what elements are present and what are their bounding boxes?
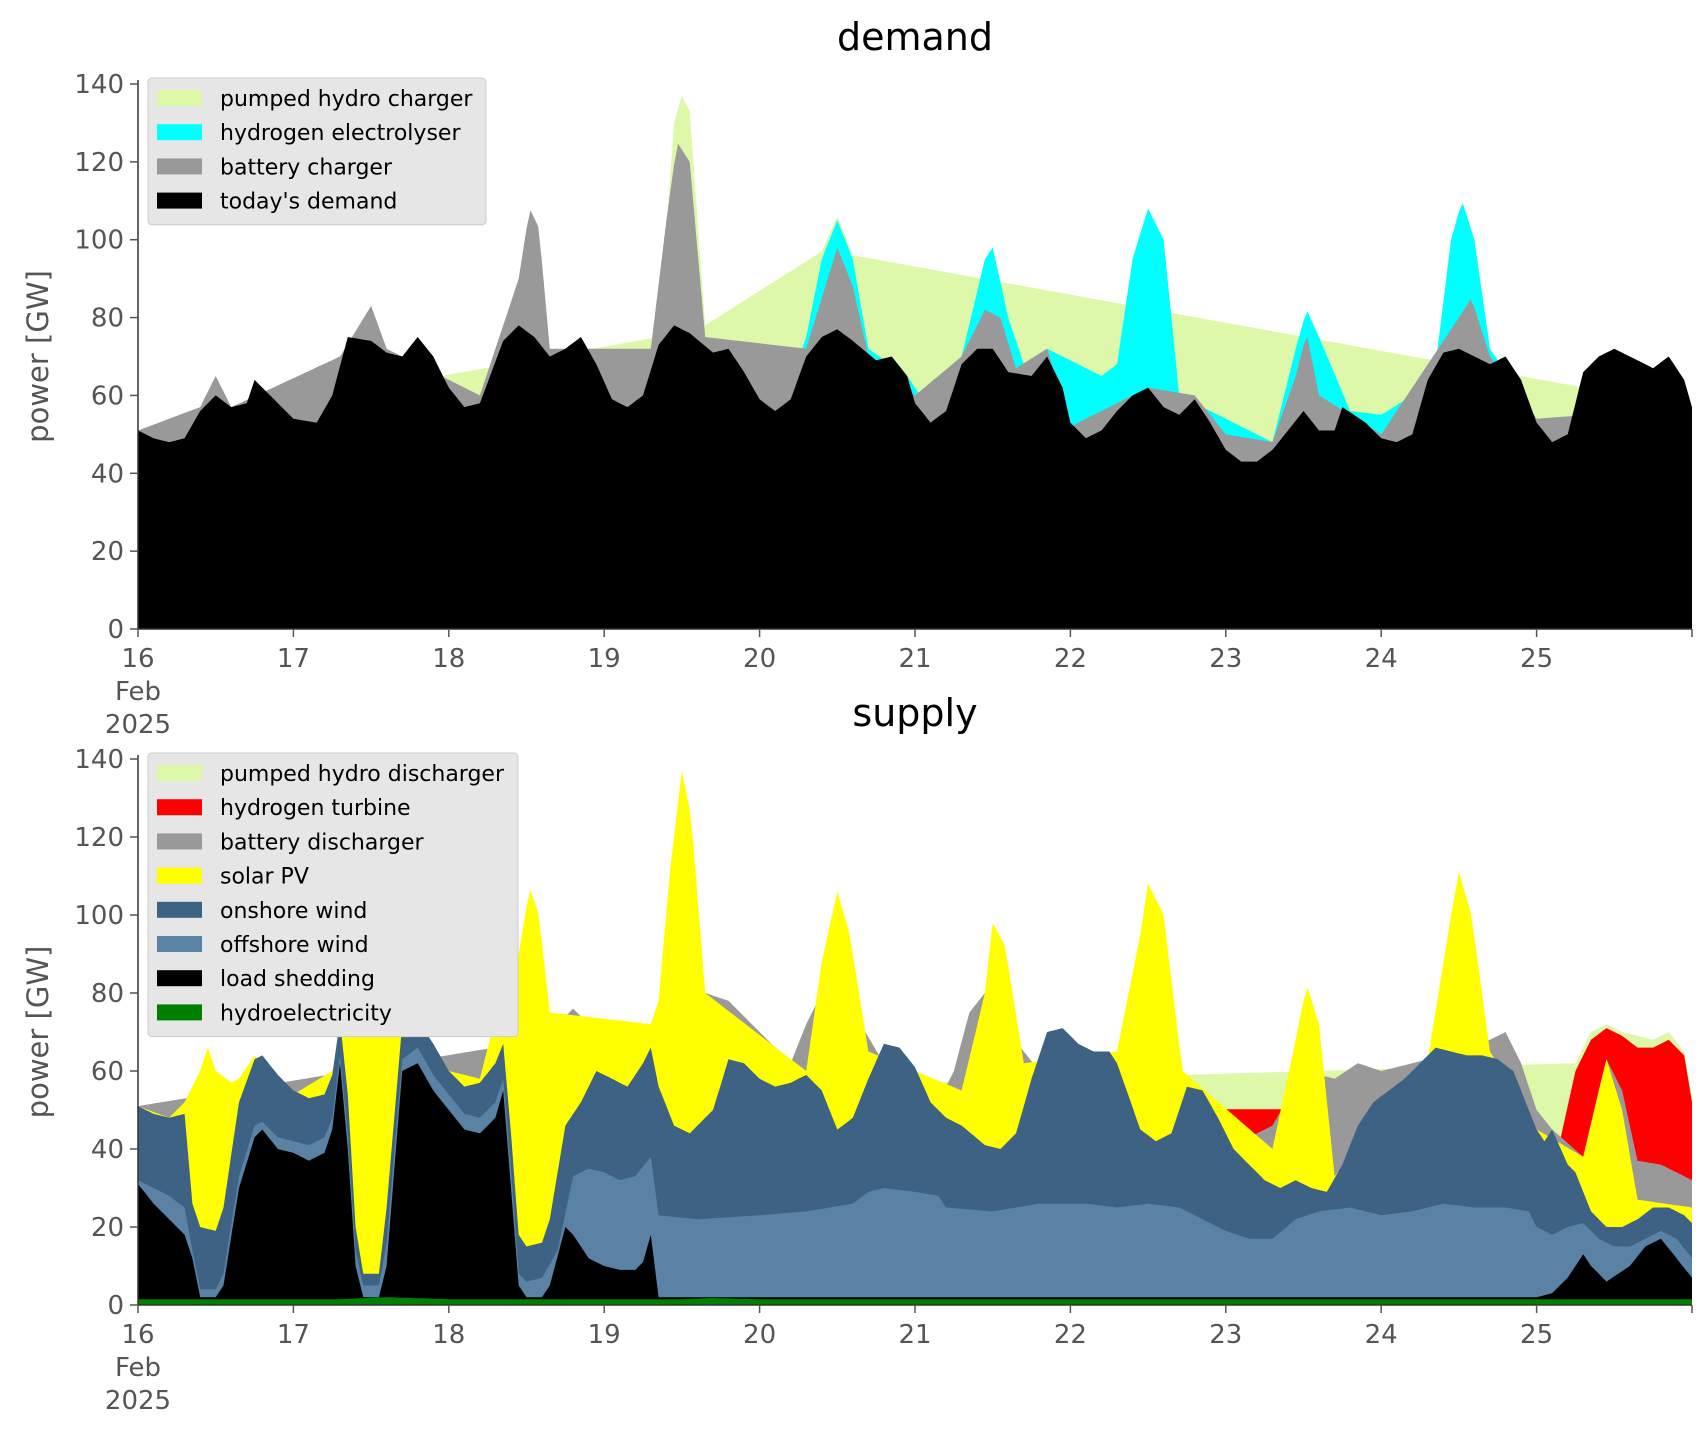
x-tick-label: 16: [121, 1320, 154, 1350]
legend-label: offshore wind: [220, 933, 369, 958]
legend-label: load shedding: [220, 967, 375, 992]
y-tick-label: 140: [74, 745, 124, 775]
area-series-offshore-wind: [138, 1047, 1692, 1305]
x-tick-label: 19: [588, 1320, 621, 1350]
legend-label: pumped hydro discharger: [220, 762, 505, 787]
x-tick-label: 18: [432, 644, 465, 674]
x-tick-label: 18: [432, 1320, 465, 1350]
legend-label: hydroelectricity: [220, 1001, 392, 1026]
area-series-today-s-demand: [138, 325, 1692, 629]
y-tick-label: 20: [91, 1213, 124, 1243]
x-tick-label: 20: [743, 1320, 776, 1350]
y-tick-label: 120: [74, 823, 124, 853]
y-tick-label: 40: [91, 459, 124, 489]
legend-box: [147, 752, 519, 1038]
legend: pumped hydro charger hydrogen electrolyse…: [147, 77, 487, 226]
legend-swatch: [157, 765, 202, 781]
legend-swatch: [157, 970, 202, 987]
legend-swatch: [157, 158, 202, 175]
legend-box: [147, 77, 487, 226]
x-tick-label: 23: [1209, 1320, 1242, 1350]
x-tick-label: 23: [1209, 644, 1242, 674]
x-tick-label: 19: [588, 644, 621, 674]
x-tick-label: Feb: [115, 1353, 161, 1383]
legend-label: solar PV: [220, 865, 309, 890]
y-tick-label: 60: [91, 1057, 124, 1087]
legend-label: today's demand: [220, 190, 397, 215]
y-tick-label: 80: [91, 304, 124, 334]
y-tick-label: 0: [107, 1291, 124, 1321]
x-tick-label: 24: [1365, 1320, 1398, 1350]
x-tick-label: 16: [121, 644, 154, 674]
y-tick-label: 40: [91, 1135, 124, 1165]
legend-swatch: [157, 833, 202, 850]
y-tick-label: 80: [91, 979, 124, 1009]
legend-swatch: [157, 1004, 202, 1021]
y-tick-label: 100: [74, 226, 124, 256]
x-tick-label: 2025: [105, 710, 171, 740]
area-series-hydroelectricity: [138, 1297, 1692, 1305]
x-tick-label: 24: [1365, 644, 1398, 674]
y-tick-label: 140: [74, 70, 124, 100]
legend-swatch: [157, 192, 202, 209]
y-tick-label: 120: [74, 148, 124, 178]
legend-label: battery discharger: [220, 830, 425, 855]
x-tick-label: 22: [1054, 1320, 1087, 1350]
y-tick-label: 0: [107, 615, 124, 645]
legend-label: hydrogen electrolyser: [220, 121, 461, 146]
legend: pumped hydro discharger hydrogen turbine b…: [147, 752, 519, 1038]
y-tick-label: 100: [74, 901, 124, 931]
x-tick-label: 25: [1520, 1320, 1553, 1350]
legend-swatch: [157, 901, 202, 918]
legend-label: onshore wind: [220, 899, 367, 924]
legend-label: battery charger: [220, 155, 393, 180]
x-tick-label: 17: [277, 1320, 310, 1350]
legend-label: hydrogen turbine: [220, 796, 411, 821]
chart-title: supply: [852, 691, 977, 735]
legend-label: pumped hydro charger: [220, 87, 473, 112]
x-tick-label: 25: [1520, 644, 1553, 674]
y-tick-label: 20: [91, 537, 124, 567]
x-tick-label: 20: [743, 644, 776, 674]
legend-swatch: [157, 867, 202, 884]
y-tick-label: 60: [91, 381, 124, 411]
area-series-solar-pv: [138, 770, 1692, 1305]
x-tick-label: 2025: [105, 1386, 171, 1416]
legend-swatch: [157, 799, 202, 816]
y-axis-label: power [GW]: [21, 270, 55, 443]
x-tick-label: 22: [1054, 644, 1087, 674]
legend-swatch: [157, 936, 202, 952]
x-tick-label: 21: [898, 644, 931, 674]
x-tick-label: Feb: [115, 677, 161, 707]
area-series-load-shedding: [138, 1063, 1692, 1305]
chart-title: demand: [837, 15, 993, 59]
y-axis-label: power [GW]: [21, 946, 55, 1119]
x-tick-label: 17: [277, 644, 310, 674]
legend-swatch: [157, 90, 202, 106]
x-tick-label: 21: [898, 1320, 931, 1350]
legend-swatch: [157, 124, 202, 141]
